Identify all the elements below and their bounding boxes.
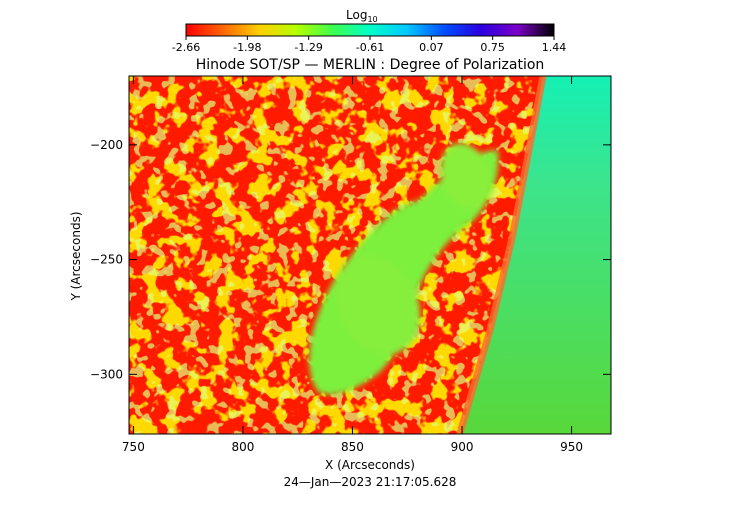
colorbar-tick-label: -1.29 <box>294 41 322 54</box>
y-tick-label: −250 <box>90 253 123 267</box>
heatmap-image <box>129 76 611 434</box>
footer-timestamp: 24—Jan—2023 21:17:05.628 <box>284 475 457 489</box>
x-axis-ticks: 750 800 850 900 950 <box>122 76 583 454</box>
colorbar-ticks: -2.66 -1.98 -1.29 -0.61 0.07 0.75 1.44 <box>172 36 566 54</box>
x-tick-label: 850 <box>341 440 364 454</box>
colorbar-tick-label: 1.44 <box>542 41 567 54</box>
chart-title: Hinode SOT/SP — MERLIN : Degree of Polar… <box>196 57 545 73</box>
y-axis-ticks: −200 −250 −300 <box>90 138 611 381</box>
limb-edge <box>456 76 547 434</box>
x-axis-label: X (Arcseconds) <box>325 458 415 472</box>
colorbar-tick-label: -2.66 <box>172 41 200 54</box>
sunspot-region <box>309 143 499 395</box>
plot-axes: 750 800 850 900 950 −200 −250 −300 X (Arcsecon… <box>69 75 612 472</box>
colorbar-tick-label: -1.98 <box>233 41 261 54</box>
colorbar-gradient <box>185 23 555 37</box>
x-tick-label: 800 <box>231 440 254 454</box>
colorbar-tick-label: 0.07 <box>419 41 444 54</box>
colorbar-tick-label: -0.61 <box>356 41 384 54</box>
y-axis-label: Y (Arcseconds) <box>69 211 83 301</box>
colorbar-tick-label: 0.75 <box>480 41 505 54</box>
x-tick-label: 900 <box>451 440 474 454</box>
x-tick-label: 950 <box>560 440 583 454</box>
plot-frame <box>128 75 612 435</box>
colorbar-label-subscript: 10 <box>367 15 377 24</box>
colorbar: Log10 -2.66 -1.98 -1.29 -0.61 0.07 0.75 1.44 <box>172 8 566 54</box>
colorbar-label: Log10 <box>346 8 378 24</box>
x-tick-label: 750 <box>122 440 145 454</box>
off-limb-region <box>459 76 611 434</box>
y-tick-label: −200 <box>90 138 123 152</box>
y-tick-label: −300 <box>90 367 123 381</box>
